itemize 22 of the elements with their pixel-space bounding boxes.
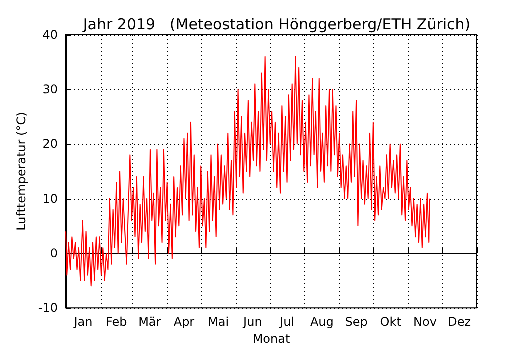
x-tick-label: Apr [174, 315, 195, 330]
chart-title: Jahr 2019 (Meteostation Hönggerberg/ETH Zürich) [82, 16, 471, 34]
y-tick-label: 20 [42, 137, 58, 152]
x-tick-label: Nov [413, 315, 437, 330]
x-tick-label: Jan [73, 315, 93, 330]
y-tick-label: 40 [42, 28, 58, 42]
x-tick-label: Jul [279, 315, 295, 330]
x-tick-label: Okt [380, 315, 402, 330]
y-axis-title: Lufttemperatur (°C) [14, 112, 28, 231]
x-tick-label: Aug [310, 315, 334, 330]
y-tick-label: 10 [42, 192, 58, 206]
y-tick-label: -10 [38, 301, 58, 316]
x-tick-label: Mai [208, 315, 230, 330]
x-tick-label: Sep [345, 315, 368, 330]
line-series [66, 56, 430, 287]
x-tick-label: Jun [242, 315, 262, 330]
x-tick-label: Mär [138, 315, 162, 330]
y-tick-label: 30 [42, 82, 58, 97]
y-tick-label: 0 [50, 246, 58, 260]
x-tick-label: Feb [106, 315, 128, 330]
x-tick-label: Dez [448, 315, 472, 330]
x-axis-title: Monat [252, 332, 290, 346]
